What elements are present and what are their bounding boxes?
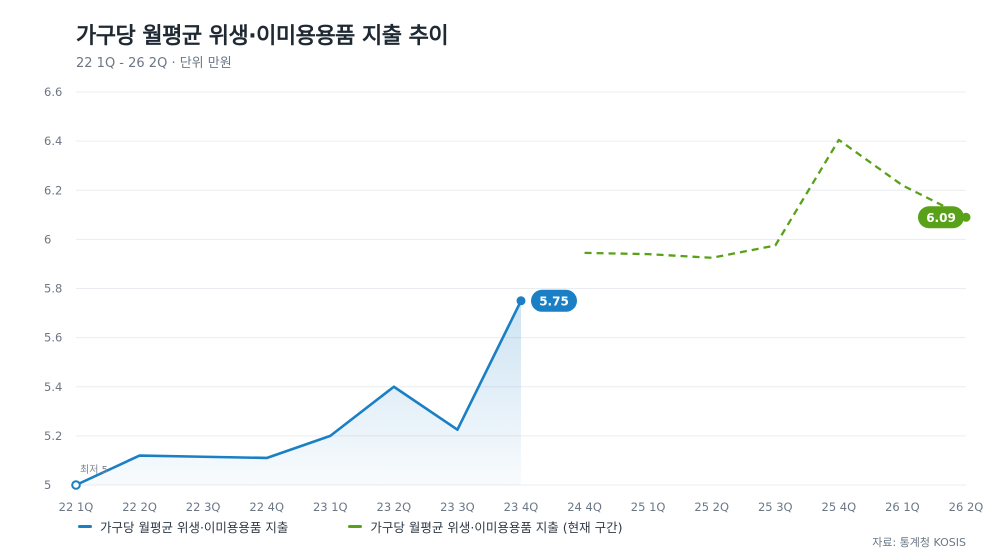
x-tick-label: 22 2Q xyxy=(122,500,157,514)
legend-swatch-series2 xyxy=(348,525,363,528)
x-tick-label: 22 1Q xyxy=(59,500,94,514)
legend-item-series1[interactable]: 가구당 월평균 위생·이미용용품 지출 xyxy=(78,517,288,536)
y-tick-label: 6.2 xyxy=(44,183,62,197)
y-tick-label: 5 xyxy=(44,478,51,492)
x-tick-label: 22 4Q xyxy=(249,500,284,514)
y-tick-label: 5.6 xyxy=(44,331,62,345)
x-tick-label: 23 3Q xyxy=(440,500,475,514)
x-tick-label: 23 1Q xyxy=(313,500,348,514)
y-tick-label: 6.4 xyxy=(44,134,62,148)
legend: 가구당 월평균 위생·이미용용품 지출 가구당 월평균 위생·이미용용품 지출 … xyxy=(78,517,623,536)
x-tick-label: 23 4Q xyxy=(504,500,539,514)
y-tick-label: 5.4 xyxy=(44,380,62,394)
series1-end-label-bg xyxy=(531,289,577,312)
x-tick-label: 26 2Q xyxy=(949,500,984,514)
y-tick-label: 5.2 xyxy=(44,429,62,443)
min-annotation: 최저 5 xyxy=(80,464,108,476)
series1-end-label: 5.75 xyxy=(531,289,577,312)
source-note: 자료: 통계청 KOSIS xyxy=(872,536,966,549)
x-tick-label: 23 2Q xyxy=(377,500,412,514)
x-tick-label: 24 4Q xyxy=(567,500,602,514)
series2-end-label: 6.09 xyxy=(918,206,964,229)
x-tick-label: 25 4Q xyxy=(822,500,857,514)
series2-end-label-bg xyxy=(918,206,964,229)
series1-min-point xyxy=(71,480,81,490)
series2-end-label-text: 6.09 xyxy=(926,211,956,225)
x-tick-label: 25 3Q xyxy=(758,500,793,514)
x-tick-label: 25 1Q xyxy=(631,500,666,514)
y-tick-label: 6.6 xyxy=(44,85,62,99)
x-tick-label: 26 1Q xyxy=(885,500,920,514)
y-tick-label: 6 xyxy=(44,232,51,246)
legend-item-series2[interactable]: 가구당 월평균 위생·이미용용품 지출 (현재 구간) xyxy=(348,517,623,536)
series1-end-point xyxy=(516,296,526,306)
chart-title: 가구당 월평균 위생·이미용용품 지출 추이 xyxy=(76,24,449,49)
legend-label-series1: 가구당 월평균 위생·이미용용품 지출 xyxy=(100,520,289,535)
chart-subtitle: 22 1Q - 26 2Q · 단위 만원 xyxy=(76,56,232,71)
series1-line xyxy=(75,300,523,487)
series1-area xyxy=(76,300,521,485)
x-tick-label: 22 3Q xyxy=(186,500,221,514)
x-tick-label: 25 2Q xyxy=(694,500,729,514)
legend-label-series2: 가구당 월평균 위생·이미용용품 지출 (현재 구간) xyxy=(370,520,623,535)
legend-swatch-series1 xyxy=(78,525,92,528)
series2-line xyxy=(584,138,967,259)
y-tick-label: 5.8 xyxy=(44,282,62,296)
series1-end-label-text: 5.75 xyxy=(539,294,569,308)
